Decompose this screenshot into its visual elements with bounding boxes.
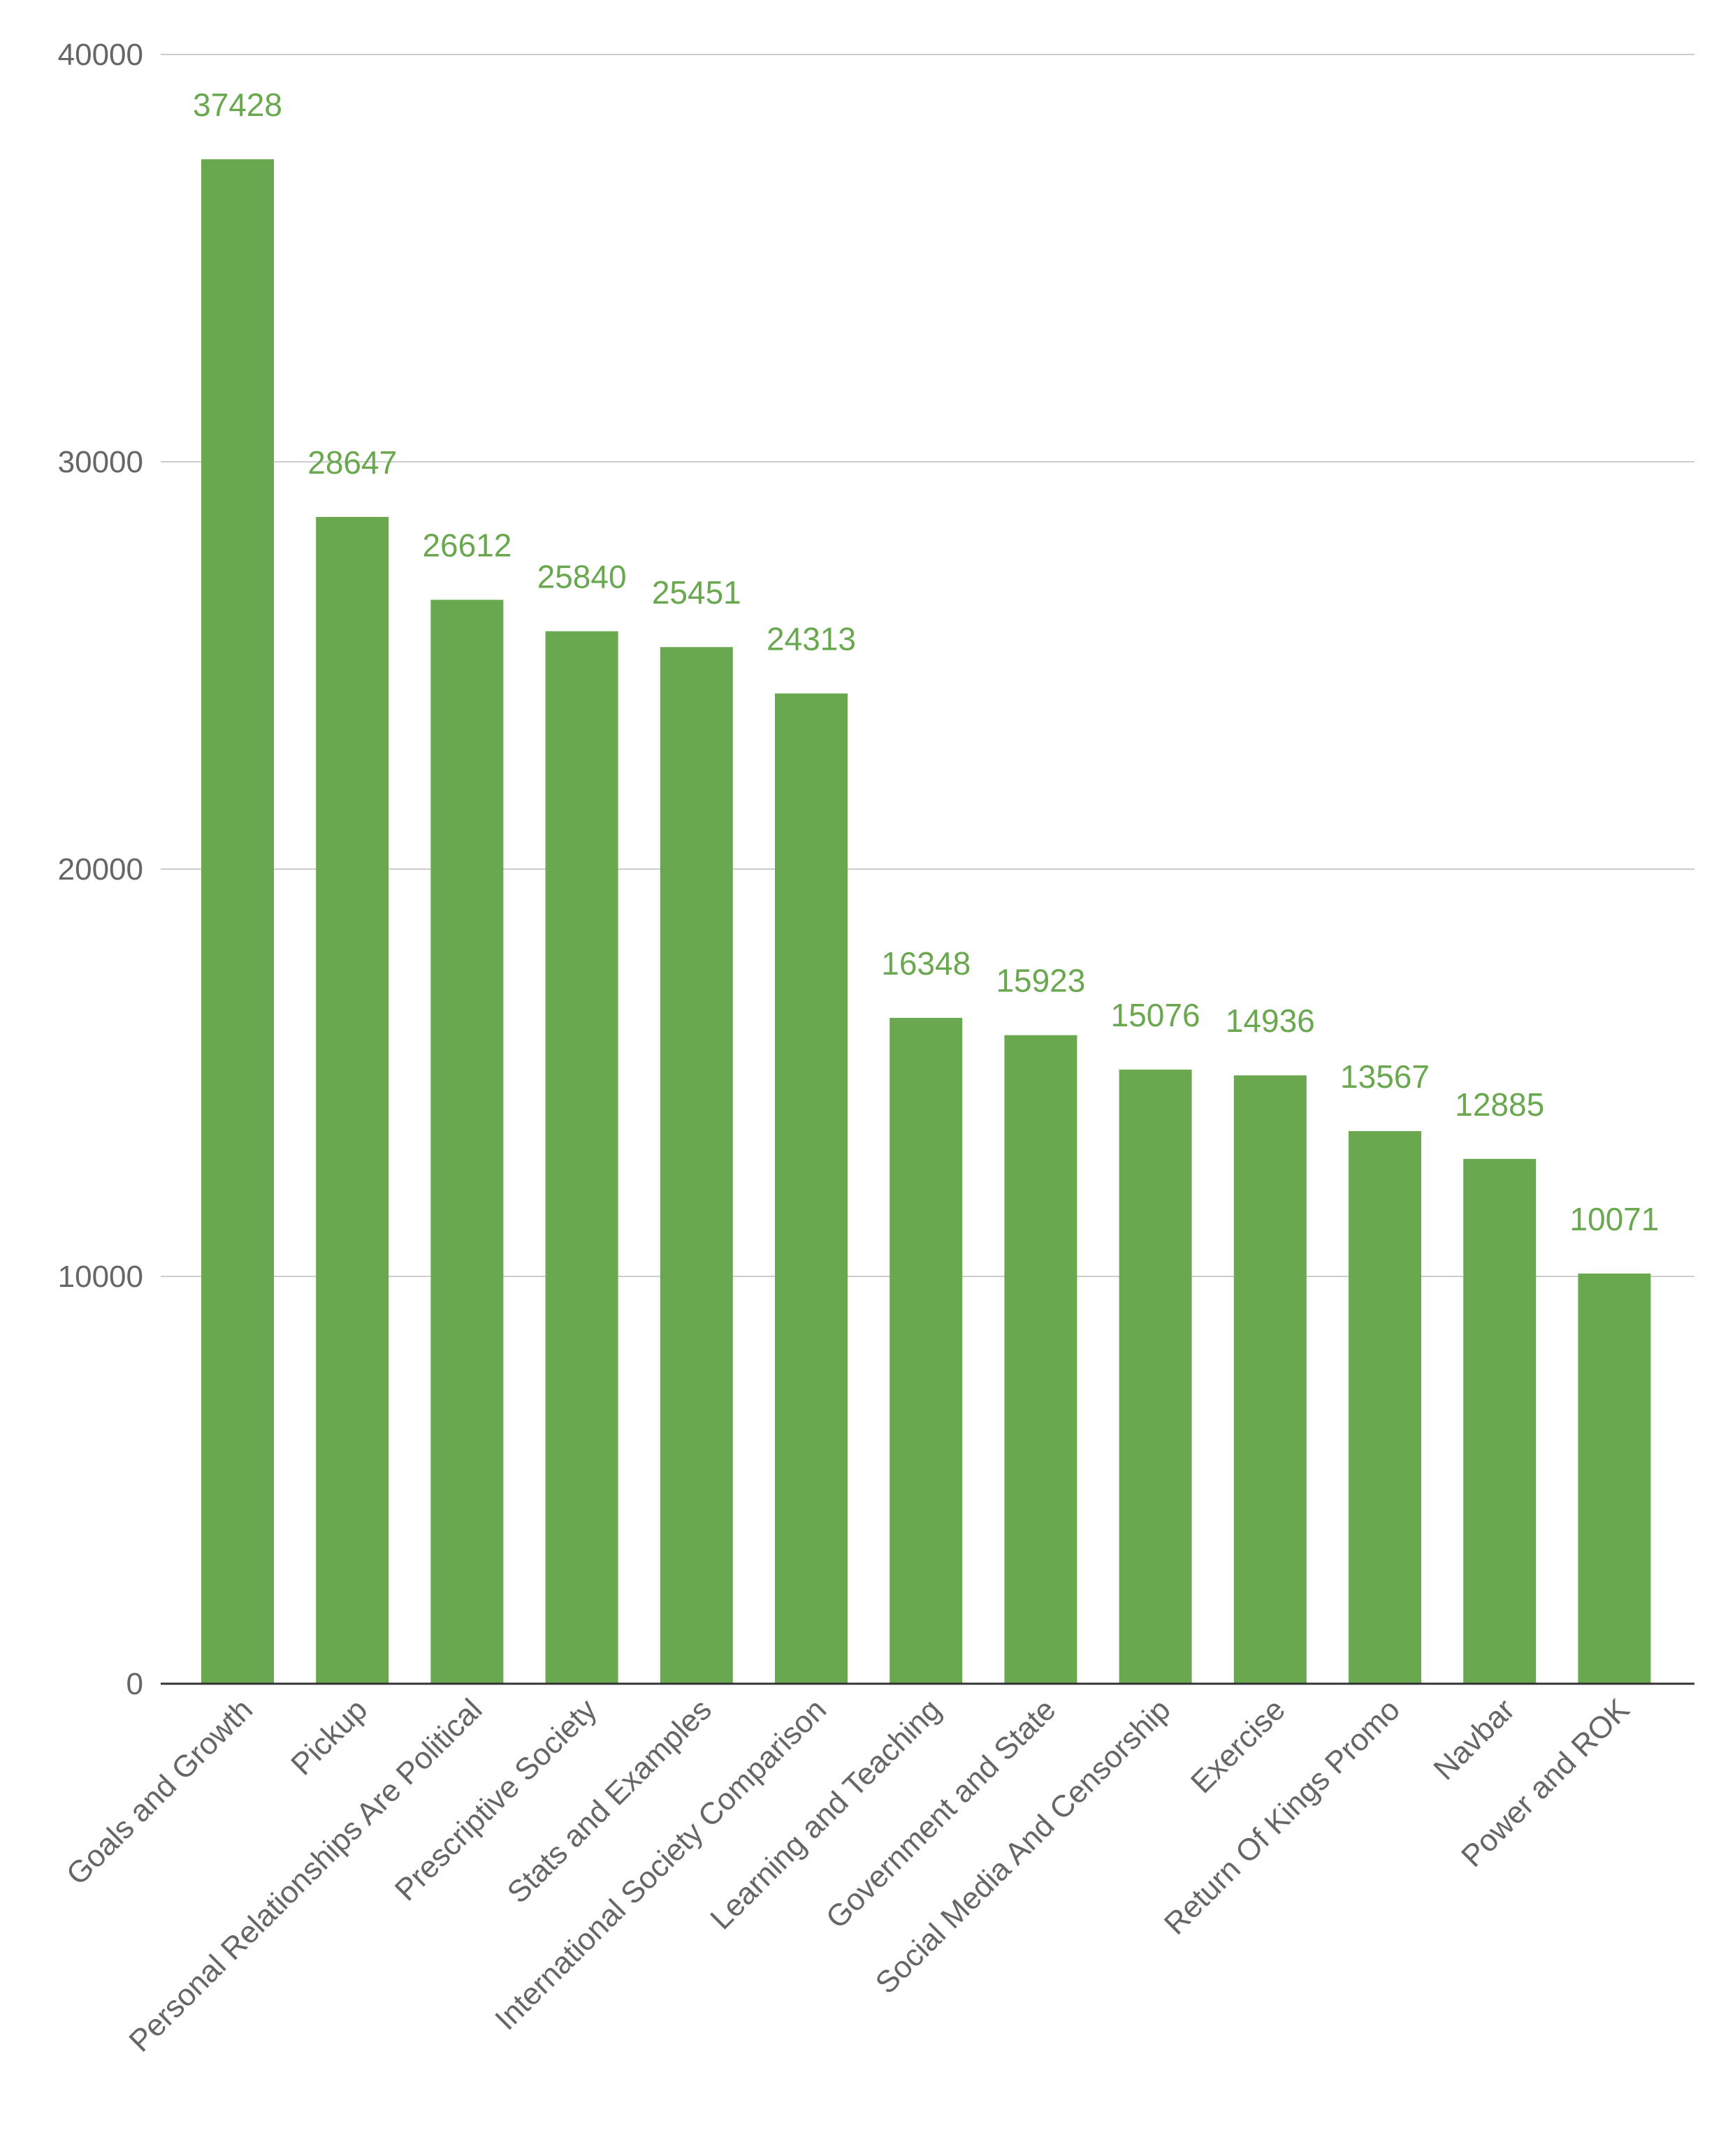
bar [545, 631, 618, 1684]
bar [1463, 1158, 1537, 1684]
y-tick-label: 30000 [58, 445, 143, 479]
bars [201, 159, 1651, 1684]
y-tick-label: 40000 [58, 38, 143, 72]
bar [1349, 1131, 1421, 1684]
category-label: Return Of Kings Promo [1158, 1692, 1407, 1941]
y-tick-label: 10000 [58, 1260, 143, 1294]
data-label: 28647 [307, 444, 397, 481]
y-tick-label: 20000 [58, 852, 143, 887]
bar [660, 647, 733, 1684]
data-label: 10071 [1569, 1201, 1659, 1237]
category-label: Pickup [284, 1692, 374, 1782]
bar [775, 693, 848, 1684]
data-label: 37428 [193, 87, 282, 123]
bar [1004, 1035, 1077, 1684]
data-label: 25451 [652, 574, 741, 611]
bar [890, 1017, 963, 1684]
data-label: 26612 [422, 527, 511, 564]
category-label: Learning and Teaching [704, 1692, 948, 1936]
bar [1119, 1070, 1192, 1684]
data-label: 13567 [1340, 1058, 1430, 1095]
category-label: Stats and Examples [501, 1692, 718, 1909]
category-label: Navbar [1427, 1692, 1521, 1786]
bar [201, 159, 274, 1684]
data-labels: 37428 28647 26612 25840 25451 24313 16348 15923… [193, 87, 1659, 1237]
data-label: 16348 [881, 945, 971, 982]
category-label: Government and State [820, 1692, 1063, 1935]
bar [1578, 1273, 1651, 1684]
data-label: 15923 [996, 963, 1085, 999]
category-label: Prescriptive Society [389, 1692, 604, 1907]
bar [1233, 1075, 1307, 1684]
bar [430, 599, 504, 1684]
data-label: 14936 [1226, 1003, 1315, 1039]
data-label: 25840 [537, 559, 627, 595]
y-axis-ticks: 0 10000 20000 30000 40000 [58, 38, 143, 1701]
y-tick-label: 0 [126, 1667, 143, 1701]
data-label: 15076 [1111, 997, 1200, 1033]
data-label: 12885 [1455, 1086, 1544, 1123]
category-label: Exercise [1184, 1692, 1292, 1800]
bar [316, 516, 389, 1684]
data-label: 24313 [767, 621, 856, 657]
category-label: Goals and Growth [60, 1692, 259, 1891]
